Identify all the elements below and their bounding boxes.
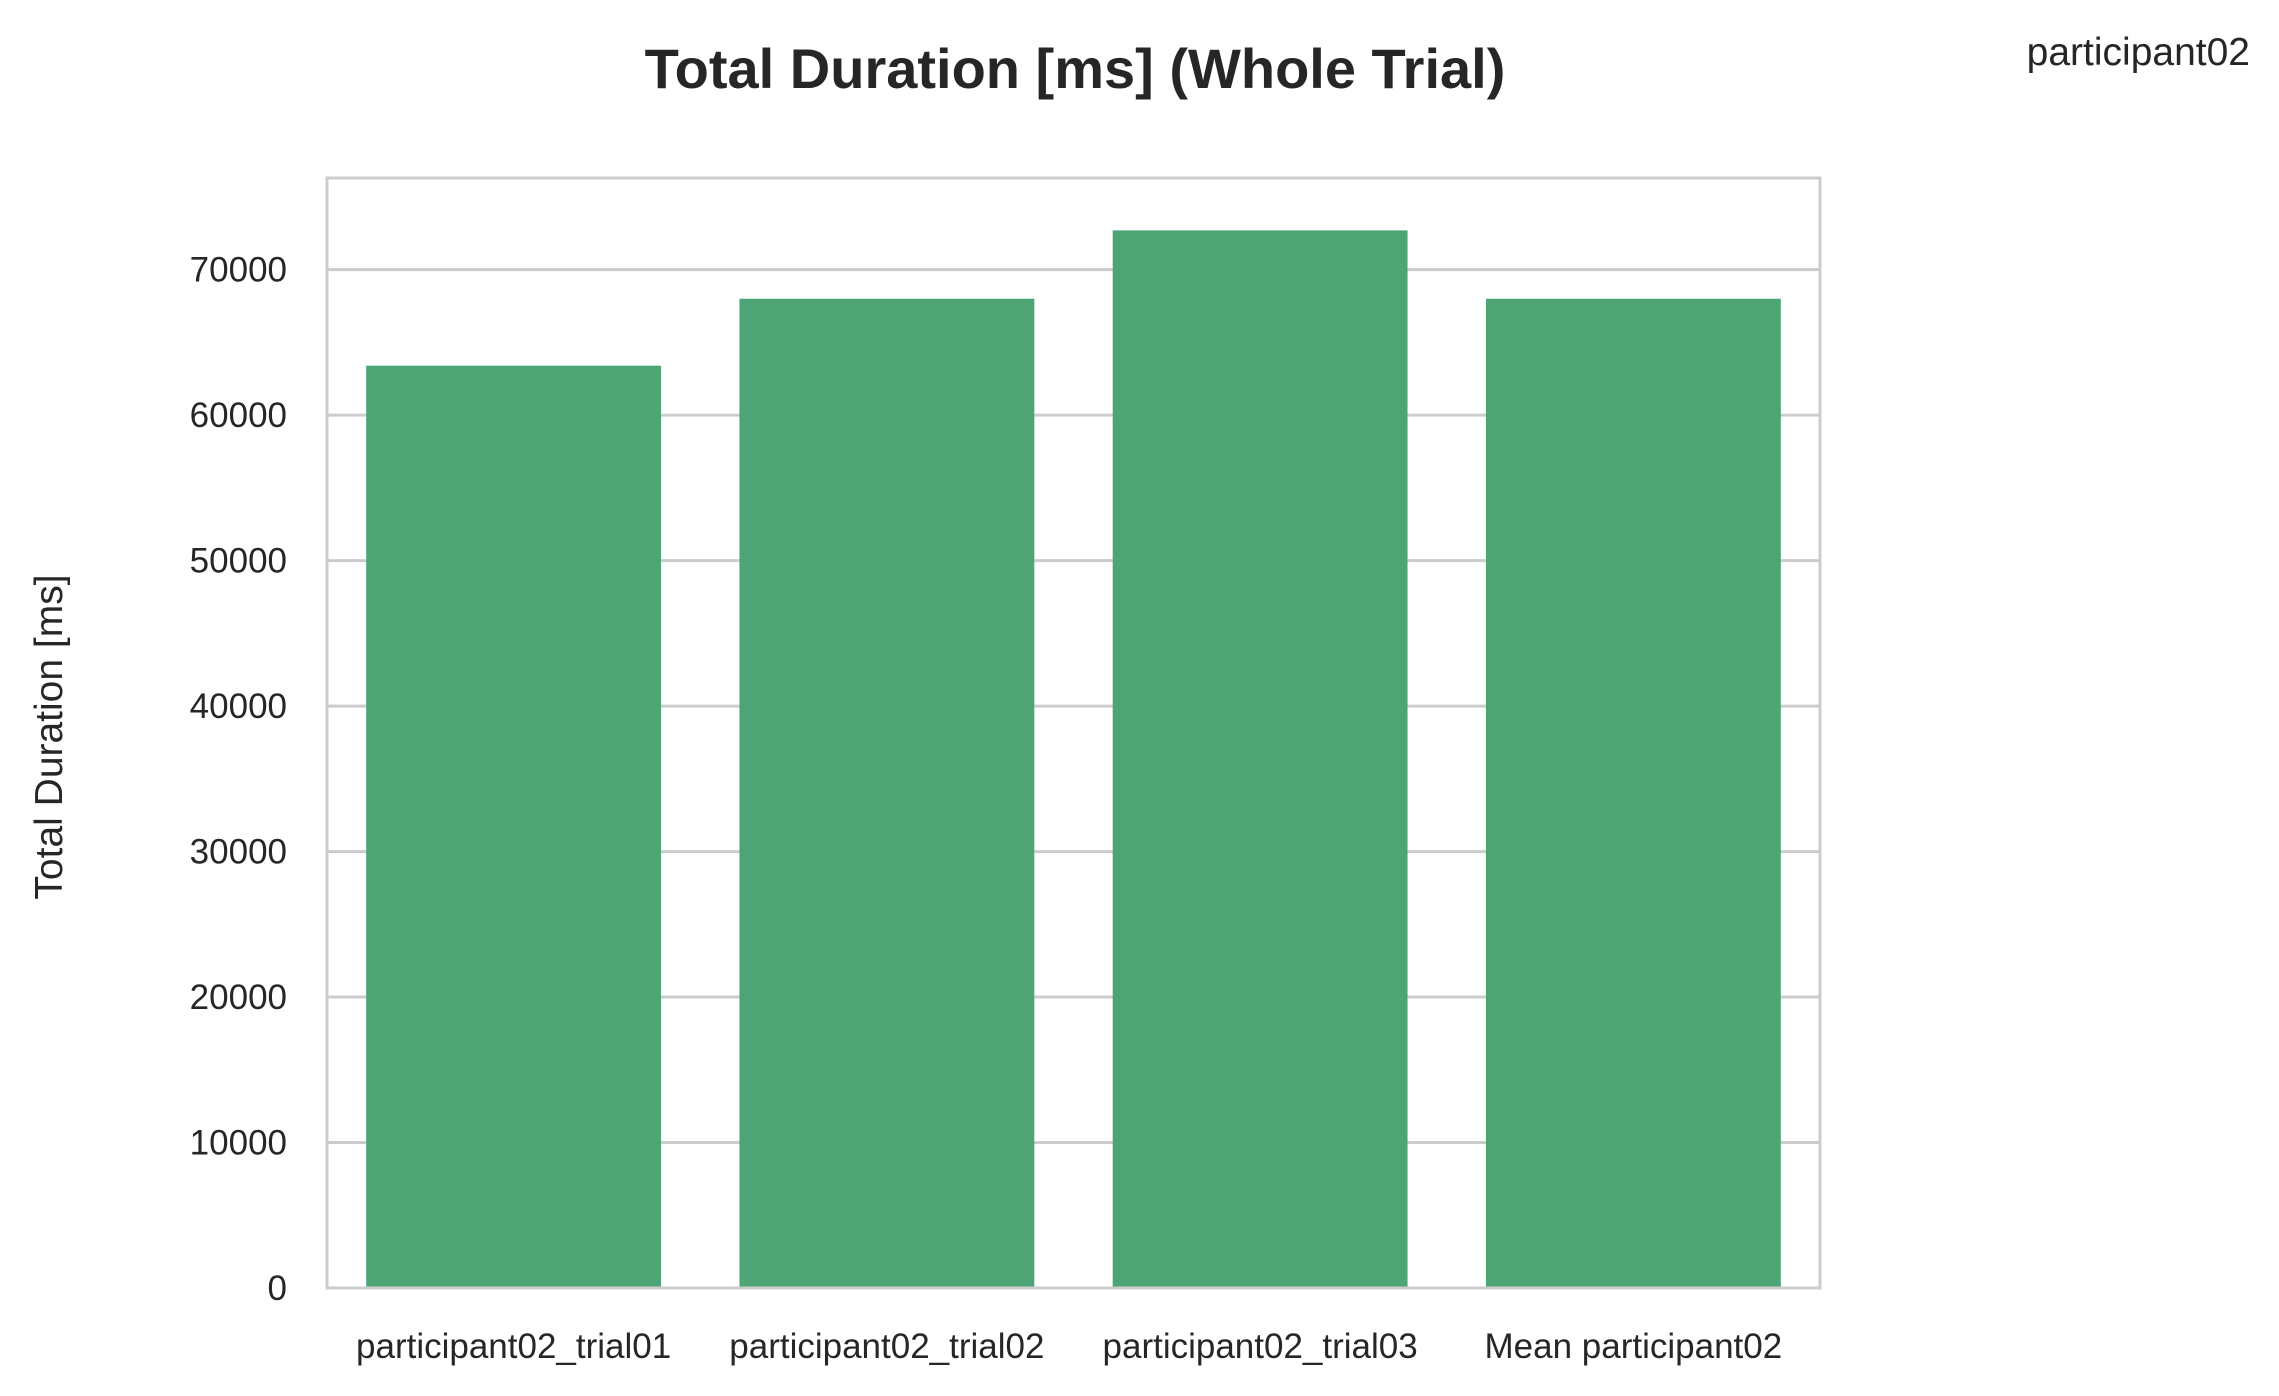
x-tick-labels: participant02_trial01 participant02_trial…	[356, 1327, 1782, 1366]
participant-label: participant02	[2027, 31, 2250, 74]
y-tick-label: 50000	[190, 542, 287, 581]
bars	[366, 230, 1781, 1289]
y-tick-label: 0	[268, 1269, 287, 1308]
bar	[366, 365, 662, 1288]
bar	[1112, 230, 1408, 1289]
y-tick-labels: 0 10000 20000 30000 40000 50000 60000 70000	[190, 251, 287, 1308]
chart-title: Total Duration [ms] (Whole Trial)	[645, 37, 1506, 100]
x-tick-label: participant02_trial01	[356, 1327, 671, 1366]
plot-frame	[325, 176, 1822, 1290]
bar	[1485, 298, 1781, 1288]
y-tick-label: 60000	[190, 396, 287, 435]
y-tick-label: 70000	[190, 251, 287, 290]
bar	[739, 298, 1035, 1288]
x-tick-label: Mean participant02	[1485, 1327, 1783, 1366]
y-tick-label: 10000	[190, 1124, 287, 1163]
x-tick-label: participant02_trial03	[1103, 1327, 1418, 1366]
y-axis-label: Total Duration [ms]	[28, 574, 71, 899]
y-tick-label: 20000	[190, 978, 287, 1017]
y-tick-label: 40000	[190, 687, 287, 726]
y-tick-label: 30000	[190, 833, 287, 872]
x-tick-label: participant02_trial02	[729, 1327, 1044, 1366]
